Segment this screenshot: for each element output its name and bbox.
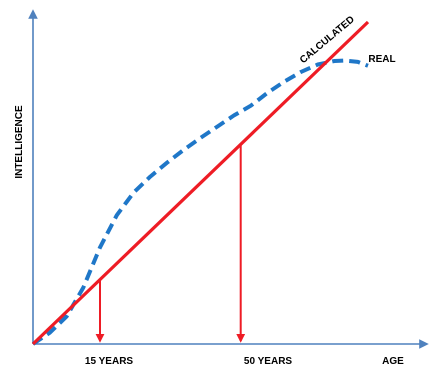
x-axis-label: AGE	[382, 356, 404, 365]
series-calculated-line	[31, 20, 370, 346]
annotation-15-years: 15 YEARS	[85, 356, 134, 365]
series-real-line	[31, 58, 369, 346]
series-layer	[31, 20, 370, 346]
annotation-50-years: 50 YEARS	[244, 356, 293, 365]
y-axis-label: INTELLIGENCE	[14, 105, 25, 179]
series-label-real: REAL	[368, 54, 395, 65]
marker-layer	[95, 144, 246, 343]
axes	[28, 9, 429, 349]
